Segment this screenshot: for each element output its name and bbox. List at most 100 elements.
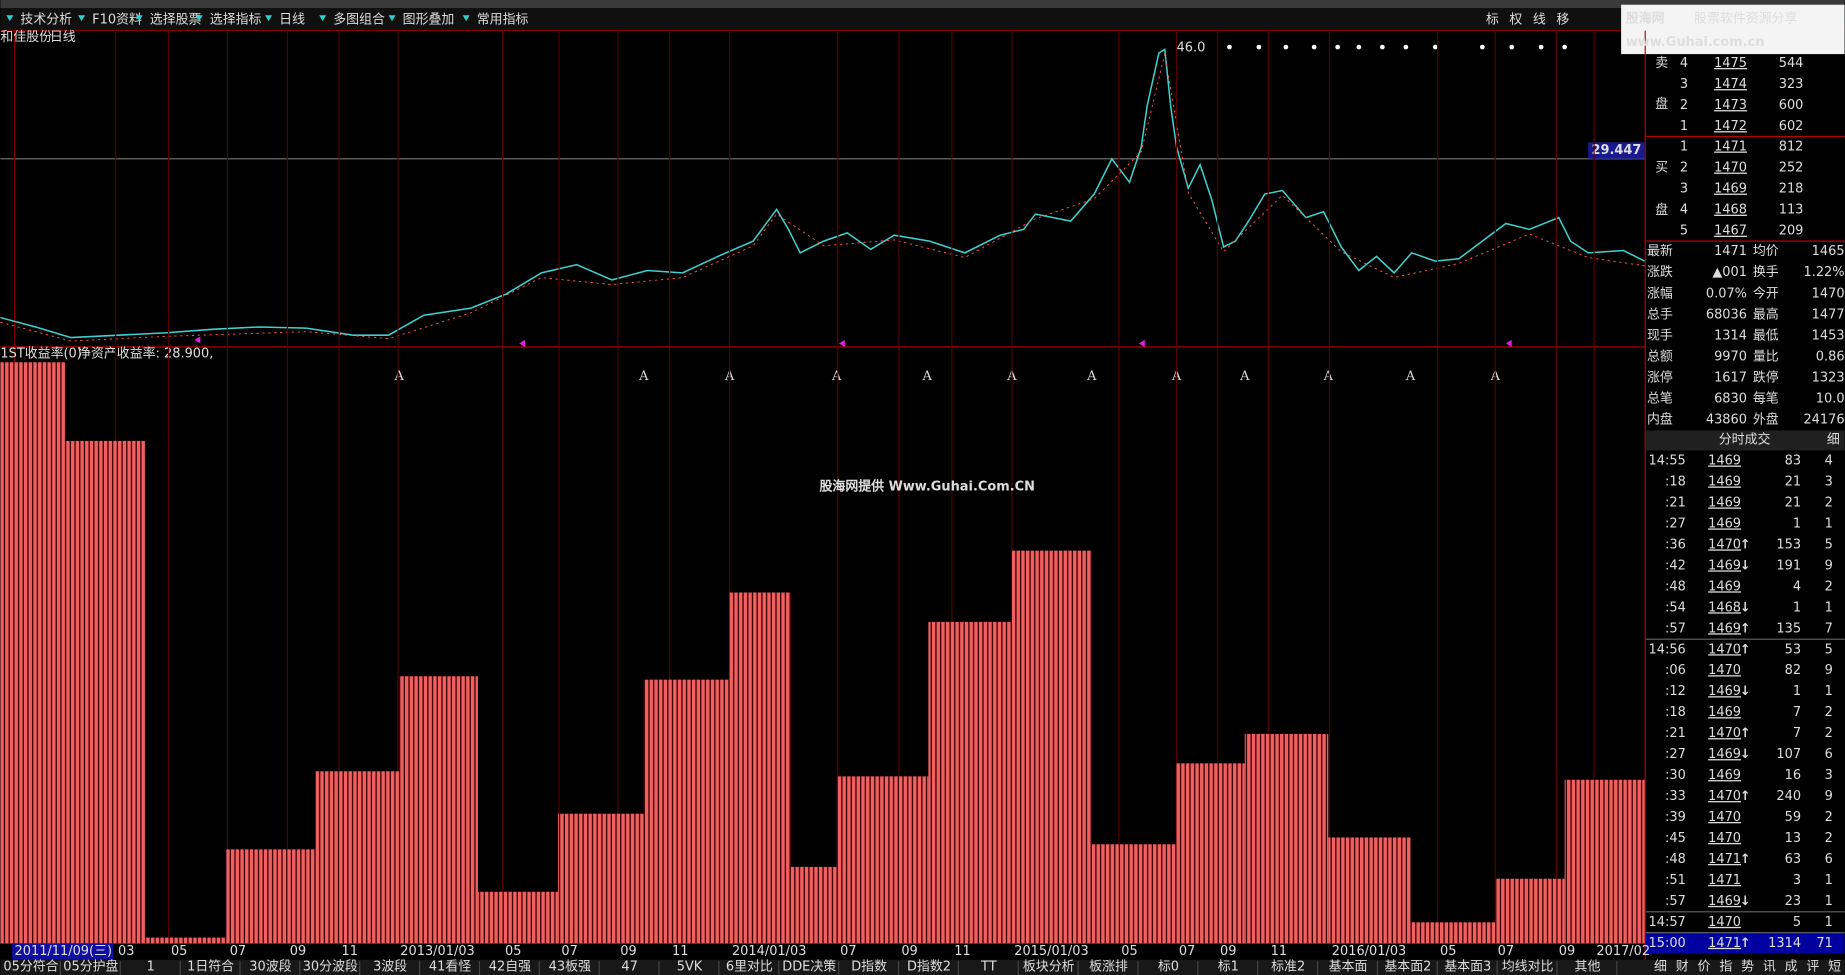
roe-bar bbox=[1091, 844, 1177, 944]
side-tab[interactable]: 指 bbox=[1719, 959, 1732, 974]
indicator-tab[interactable]: 43板强 bbox=[549, 959, 591, 974]
side-tab[interactable]: 财 bbox=[1676, 959, 1689, 974]
roe-bar bbox=[477, 891, 558, 944]
trade-time: 15:00 bbox=[1649, 936, 1686, 951]
trade-time: :39 bbox=[1665, 810, 1686, 825]
indicator-tab[interactable]: 标1 bbox=[1218, 959, 1239, 974]
book-price: 1469 bbox=[1714, 182, 1747, 197]
indicator-tab[interactable]: 其他 bbox=[1575, 959, 1601, 974]
side-tab[interactable]: 评 bbox=[1806, 959, 1819, 974]
trade-count: 5 bbox=[1825, 642, 1833, 657]
price-trace bbox=[0, 48, 1645, 339]
menu-item[interactable]: 选择股票 bbox=[150, 12, 202, 27]
trade-volume: 83 bbox=[1785, 454, 1801, 469]
indicator-tab[interactable]: 41看怪 bbox=[429, 958, 471, 974]
roe-bar bbox=[226, 849, 316, 944]
indicator-tab[interactable]: 3波段 bbox=[373, 959, 407, 974]
trade-volume: 240 bbox=[1776, 789, 1801, 804]
toolbar-button[interactable]: 移 bbox=[1556, 12, 1569, 27]
indicator-tab[interactable]: 1日符合 bbox=[187, 958, 234, 974]
stat-label: 均价 bbox=[1753, 244, 1779, 259]
toolbar-button[interactable]: 线 bbox=[1533, 12, 1546, 27]
stat-label: 涨跌 bbox=[1647, 264, 1673, 280]
toolbar-button[interactable]: 权 bbox=[1509, 11, 1522, 27]
side-tab[interactable]: 细 bbox=[1654, 959, 1667, 974]
indicator-tab[interactable]: 基本面3 bbox=[1444, 959, 1491, 974]
buy-label: 盘 bbox=[1655, 202, 1668, 218]
menu-item[interactable]: 图形叠加 bbox=[403, 12, 455, 27]
stat-value: 1323 bbox=[1812, 371, 1845, 386]
roe-bar bbox=[315, 771, 400, 944]
indicator-tab[interactable]: 47 bbox=[621, 959, 637, 974]
book-price: 1470 bbox=[1714, 161, 1747, 176]
indicator-tab[interactable]: 标准2 bbox=[1271, 959, 1305, 974]
indicator-name: 1ST收益率(0) bbox=[0, 346, 81, 362]
trade-time: :48 bbox=[1665, 579, 1686, 594]
menu-arrow bbox=[78, 15, 86, 22]
stat-value: 1314 bbox=[1714, 328, 1747, 343]
trade-count: 1 bbox=[1825, 600, 1833, 615]
menu-item[interactable]: 常用指标 bbox=[477, 12, 529, 27]
roe-bar bbox=[729, 592, 791, 944]
indicator-tab[interactable]: 板涨排 bbox=[1089, 959, 1128, 974]
last-trade-highlight bbox=[1645, 933, 1845, 954]
trade-time: :12 bbox=[1665, 684, 1686, 699]
toolbar-button[interactable]: 标 bbox=[1486, 12, 1499, 27]
menu-item[interactable]: 日线 bbox=[279, 12, 305, 27]
trade-price: 1469 bbox=[1708, 558, 1741, 573]
indicator-tab[interactable]: 30分波段 bbox=[303, 959, 358, 974]
side-tab[interactable]: 势 bbox=[1741, 958, 1754, 974]
side-tab[interactable]: 成 bbox=[1785, 959, 1798, 974]
side-tab[interactable]: 短 bbox=[1828, 959, 1841, 974]
indicator-tab[interactable]: DDE决策 bbox=[782, 958, 836, 974]
indicator-tab[interactable]: 均线对比 bbox=[1502, 959, 1554, 974]
trade-price: 1469 bbox=[1708, 768, 1741, 783]
indicator-tab[interactable]: D指数 bbox=[851, 959, 887, 974]
indicator-tab[interactable]: 1 bbox=[147, 959, 155, 974]
menu-item[interactable]: F10资料 bbox=[92, 12, 142, 27]
book-level: 3 bbox=[1680, 77, 1688, 92]
menu-arrow bbox=[388, 15, 396, 22]
indicator-tab[interactable]: 基本面 bbox=[1329, 959, 1368, 974]
book-volume: 602 bbox=[1779, 119, 1804, 134]
menu-item[interactable]: 技术分析 bbox=[20, 12, 72, 27]
trade-time: :06 bbox=[1665, 663, 1686, 678]
side-tab[interactable]: 讯 bbox=[1763, 959, 1776, 974]
indicator-tab[interactable]: 30波段 bbox=[249, 959, 291, 974]
roe-bar bbox=[1244, 733, 1329, 944]
indicator-tab[interactable]: D指数2 bbox=[907, 959, 951, 974]
indicator-tab[interactable]: 板块分析 bbox=[1023, 959, 1075, 974]
trade-time: 14:56 bbox=[1649, 642, 1686, 657]
trade-volume: 1 bbox=[1793, 684, 1801, 699]
stat-value: 9970 bbox=[1714, 349, 1747, 364]
date-label: 2013/01/03 bbox=[400, 944, 474, 959]
trade-price: 1469 bbox=[1708, 475, 1741, 490]
trade-count: 3 bbox=[1825, 475, 1833, 490]
event-marker: A bbox=[831, 369, 842, 384]
indicator-tab[interactable]: 5VK bbox=[677, 959, 703, 974]
buy-label: 买 bbox=[1655, 161, 1668, 176]
date-label: 11 bbox=[1271, 944, 1287, 959]
trades-title: 分时成交 bbox=[1719, 431, 1771, 447]
trade-time: :57 bbox=[1665, 894, 1686, 909]
menu-item[interactable]: 选择指标 bbox=[210, 12, 262, 27]
indicator-tab[interactable]: TT bbox=[980, 959, 997, 974]
indicator-tab[interactable]: 基本面2 bbox=[1384, 959, 1431, 974]
roe-bar bbox=[1011, 550, 1092, 944]
trade-count: 6 bbox=[1825, 747, 1833, 762]
trades-toggle[interactable]: 细 bbox=[1827, 432, 1840, 447]
stat-value: 1470 bbox=[1812, 286, 1845, 301]
indicator-tab[interactable]: 05分护盘 bbox=[63, 958, 118, 974]
trade-arrow: ↓ bbox=[1740, 558, 1751, 573]
side-tab[interactable]: 价 bbox=[1698, 959, 1711, 974]
trade-count: 1 bbox=[1825, 894, 1833, 909]
trade-time: :45 bbox=[1665, 831, 1686, 846]
indicator-tab[interactable]: 6里对比 bbox=[726, 959, 773, 974]
indicator-tab[interactable]: 42自强 bbox=[489, 959, 531, 974]
indicator-tab[interactable]: 标0 bbox=[1158, 959, 1179, 974]
indicator-tab[interactable]: 05分符合 bbox=[3, 958, 58, 974]
tab-bar bbox=[0, 959, 1845, 975]
roe-bar bbox=[145, 937, 227, 944]
menu-item[interactable]: 多图组合 bbox=[333, 12, 385, 27]
stat-label: 总额 bbox=[1647, 349, 1673, 364]
